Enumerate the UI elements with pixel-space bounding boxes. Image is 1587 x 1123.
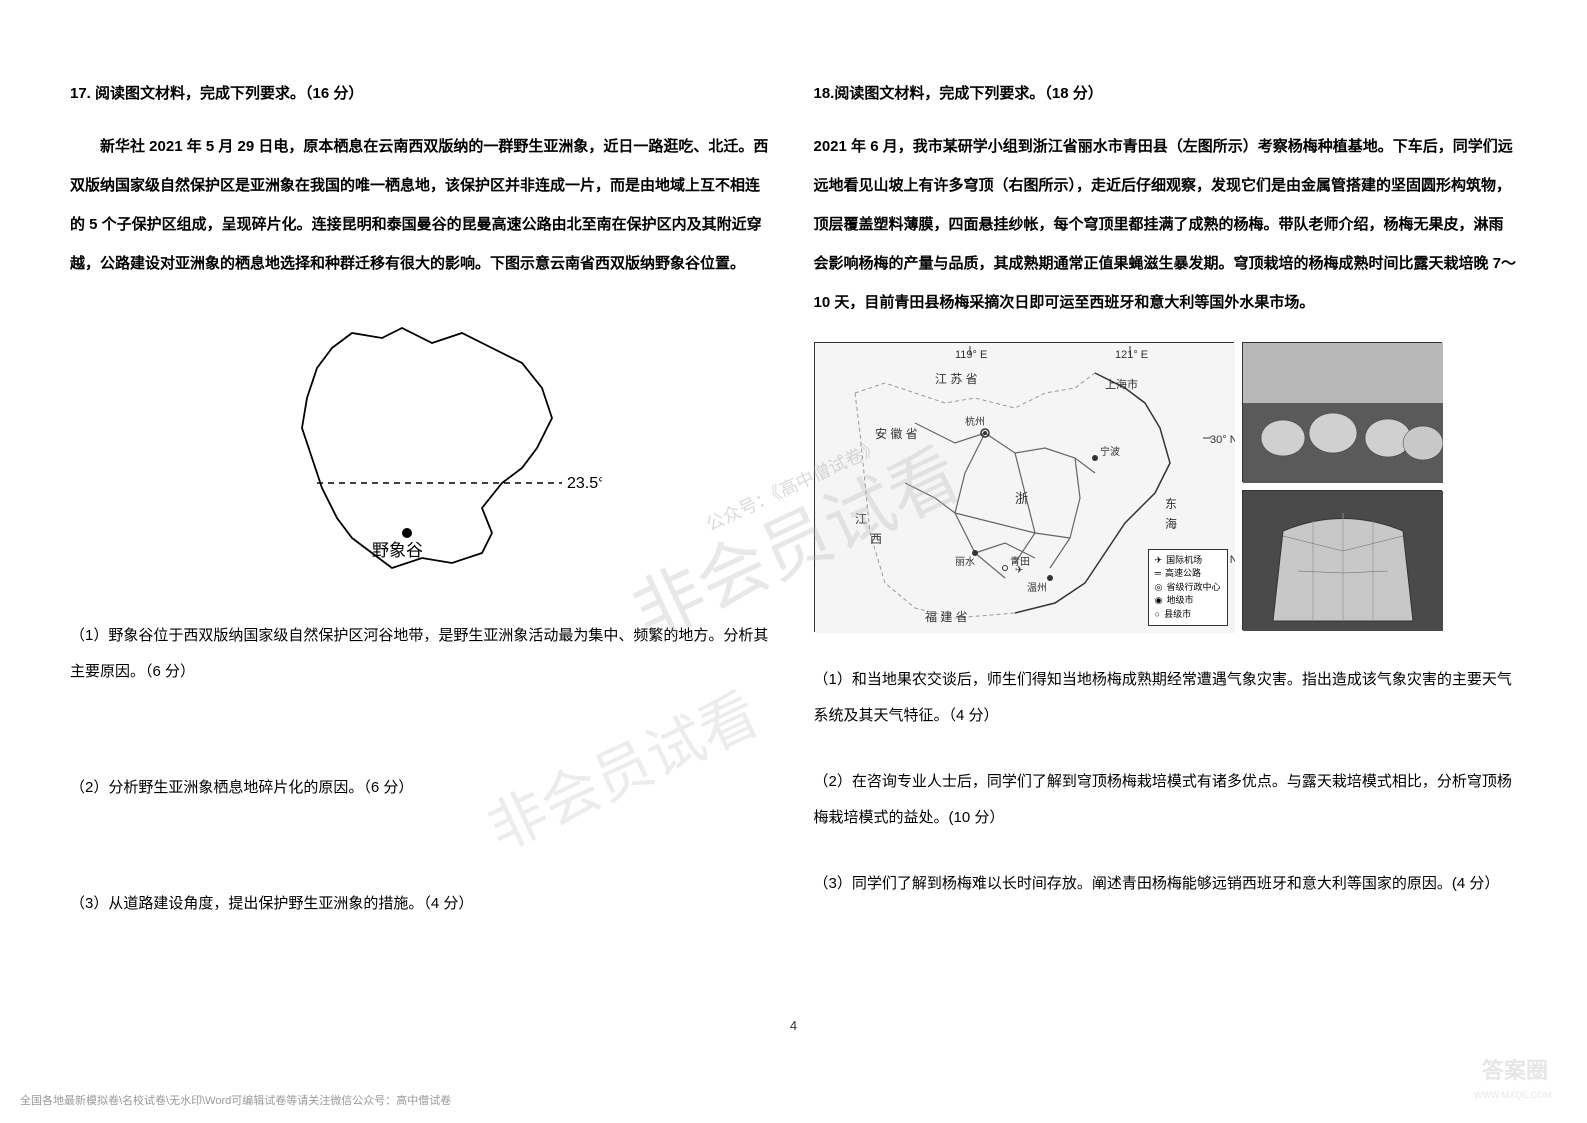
svg-text:浙: 浙 — [1015, 491, 1028, 506]
svg-text:东: 东 — [1165, 497, 1177, 511]
q18-text: 2021 年 6 月，我市某研学小组到浙江省丽水市青田县（左图所示）考察杨梅种植… — [814, 127, 1518, 322]
zhejiang-map: 119° E 121° E 30° N 28° N — [814, 342, 1234, 632]
svg-text:上海市: 上海市 — [1105, 377, 1138, 391]
page-number: 4 — [790, 1018, 797, 1033]
yunnan-map: 23.5°N 野象谷 — [242, 308, 602, 588]
lat-label: 23.5°N — [567, 475, 602, 492]
svg-text:丽水: 丽水 — [955, 556, 975, 568]
legend-airport: ✈国际机场 — [1155, 554, 1221, 568]
svg-text:121° E: 121° E — [1115, 349, 1148, 361]
footer-text: 全国各地最新模拟卷\名校试卷\无水印\Word可编辑试卷等请关注微信公众号：高中… — [20, 1092, 451, 1108]
q18-images: 119° E 121° E 30° N 28° N — [814, 342, 1518, 632]
q17-map-container: 23.5°N 野象谷 — [70, 308, 774, 588]
dome-photo-bottom — [1242, 490, 1442, 630]
q18-sub3: （3）同学们了解到杨梅难以长时间存放。阐述青田杨梅能够远销西班牙和意大利等国家的… — [814, 866, 1518, 902]
svg-text:30° N: 30° N — [1210, 434, 1235, 446]
q17-header: 17. 阅读图文材料，完成下列要求。（16 分） — [70, 80, 774, 107]
photos-column — [1242, 342, 1442, 632]
svg-text:WWW.MXQE.COM: WWW.MXQE.COM — [1474, 1090, 1552, 1100]
page-container: 17. 阅读图文材料，完成下列要求。（16 分） 新华社 2021 年 5 月 … — [70, 80, 1517, 1083]
svg-text:✈: ✈ — [1015, 565, 1023, 576]
svg-text:温州: 温州 — [1027, 582, 1047, 594]
q17-sub1: （1）野象谷位于西双版纳国家级自然保护区河谷地带，是野生亚洲象活动最为集中、频繁… — [70, 618, 774, 690]
q18-sub1: （1）和当地果农交谈后，师生们得知当地杨梅成熟期经常遭遇气象灾害。指出造成该气象… — [814, 662, 1518, 734]
q18-sub2: （2）在咨询专业人士后，同学们了解到穹顶杨梅栽培模式有诸多优点。与露天栽培模式相… — [814, 764, 1518, 836]
yexianggu-label: 野象谷 — [372, 541, 423, 560]
legend-capital: ◎省级行政中心 — [1155, 581, 1221, 595]
dome-photo-top — [1242, 342, 1442, 482]
svg-text:宁波: 宁波 — [1100, 445, 1120, 458]
q17-sub2: （2）分析野生亚洲象栖息地碎片化的原因。（6 分） — [70, 770, 774, 806]
q17-text: 新华社 2021 年 5 月 29 日电，原本栖息在云南西双版纳的一群野生亚洲象… — [70, 127, 774, 283]
svg-text:杭州: 杭州 — [965, 415, 985, 428]
left-column: 17. 阅读图文材料，完成下列要求。（16 分） 新华社 2021 年 5 月 … — [70, 80, 774, 1083]
map-legend: ✈国际机场 ═高速公路 ◎省级行政中心 ◉地级市 ○县级市 — [1148, 549, 1228, 627]
right-column: 18.阅读图文材料，完成下列要求。（18 分） 2021 年 6 月，我市某研学… — [814, 80, 1518, 1083]
legend-highway: ═高速公路 — [1155, 567, 1221, 581]
svg-text:江 苏 省: 江 苏 省 — [935, 372, 978, 386]
svg-text:福 建 省: 福 建 省 — [925, 609, 968, 624]
svg-text:海: 海 — [1165, 516, 1177, 531]
svg-text:安 徽 省: 安 徽 省 — [875, 426, 918, 441]
svg-text:江: 江 — [855, 512, 867, 526]
legend-county: ○县级市 — [1155, 608, 1221, 622]
svg-text:西: 西 — [870, 532, 882, 546]
svg-text:119° E: 119° E — [955, 349, 987, 361]
q18-header: 18.阅读图文材料，完成下列要求。（18 分） — [814, 80, 1518, 107]
q17-sub3: （3）从道路建设角度，提出保护野生亚洲象的措施。（4 分） — [70, 886, 774, 922]
legend-city: ◉地级市 — [1155, 594, 1221, 608]
